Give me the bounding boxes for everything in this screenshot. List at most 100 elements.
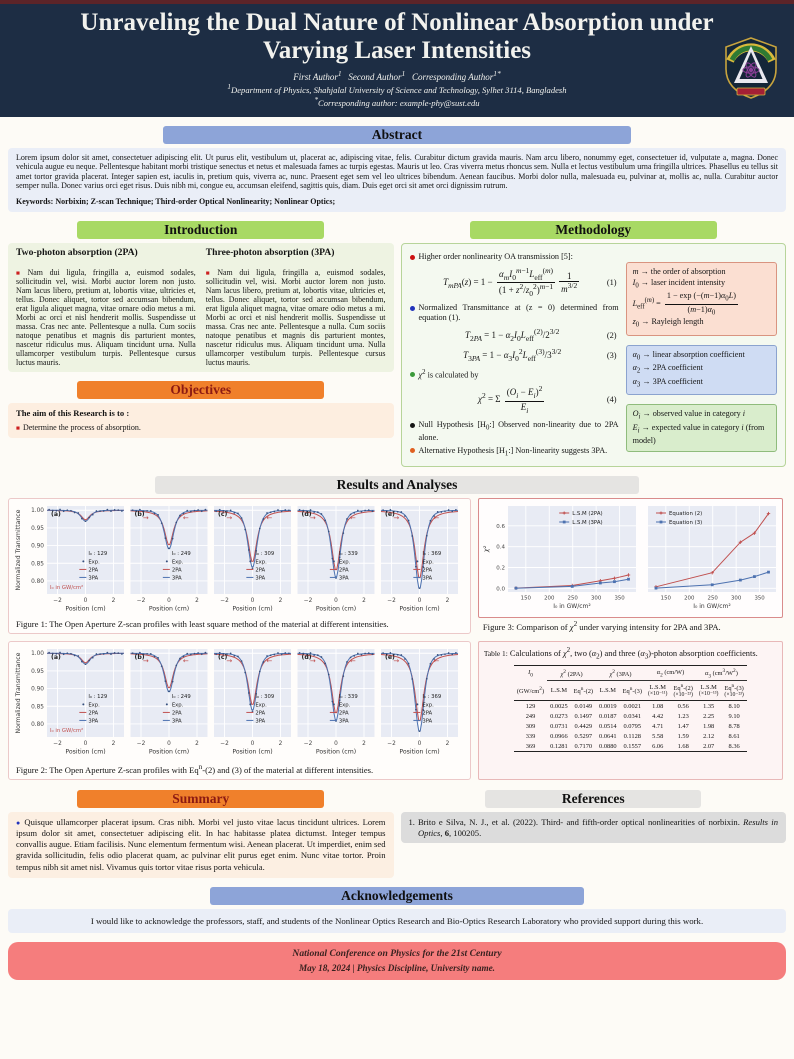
svg-text:L.S.M (2PA): L.S.M (2PA) xyxy=(573,511,603,517)
summary-text: Quisque ullamcorper placerat ipsum. Cras… xyxy=(16,817,386,873)
alternative-hypothesis-bullet: Alternative Hypothesis [H1:] Non-lineari… xyxy=(409,446,619,459)
svg-text:300: 300 xyxy=(591,596,602,602)
objectives-panel: The aim of this Research is to : Determi… xyxy=(8,403,394,439)
svg-text:I₀ : 129: I₀ : 129 xyxy=(89,694,108,700)
svg-text:0.6: 0.6 xyxy=(497,524,506,530)
svg-text:2: 2 xyxy=(196,598,200,604)
objectives-section-header: Objectives xyxy=(77,381,325,400)
definition-line: α2 → 2PA coefficient xyxy=(632,363,703,375)
objectives-heading: The aim of this Research is to : xyxy=(16,408,130,419)
svg-text:Exp.: Exp. xyxy=(339,703,351,709)
svg-text:I₀ : 249: I₀ : 249 xyxy=(172,694,191,700)
svg-text:(c): (c) xyxy=(218,511,227,518)
two-photon-column: Two-photon absorption (2PA) Nam dui ligu… xyxy=(16,247,196,367)
authors-line: First Author1 Second Author1 Correspondi… xyxy=(293,69,501,82)
svg-text:0.95: 0.95 xyxy=(32,669,45,675)
svg-text:←: ← xyxy=(434,657,440,665)
svg-text:0.80: 0.80 xyxy=(32,722,45,728)
results-grid: Normalized Transmittance 1.00 0.95 0.90 0.85… xyxy=(8,498,786,780)
svg-text:−2: −2 xyxy=(54,598,63,604)
svg-text:3PA: 3PA xyxy=(172,719,182,725)
svg-text:Exp.: Exp. xyxy=(172,703,184,709)
results-section-header: Results and Analyses xyxy=(154,476,640,495)
svg-text:Position (cm): Position (cm) xyxy=(316,749,356,756)
svg-text:3PA: 3PA xyxy=(423,719,433,725)
table1-caption-label: Table 1: xyxy=(483,649,508,659)
svg-text:3PA: 3PA xyxy=(172,576,182,582)
svg-text:2PA: 2PA xyxy=(172,568,182,574)
figure3-caption: Figure 3: Comparison of χ2 under varying… xyxy=(482,620,721,633)
svg-text:0.85: 0.85 xyxy=(32,562,45,568)
footer-date-line: May 18, 2024 | Physics Discipline, Unive… xyxy=(299,963,495,974)
svg-text:0: 0 xyxy=(251,741,255,747)
svg-text:Position (cm): Position (cm) xyxy=(66,749,106,756)
university-logo-icon xyxy=(720,36,782,105)
reference-item: 1. Brito e Silva, N. J., et al. (2022). … xyxy=(409,817,779,838)
methodology-bullet-3: χ2 is calculated by xyxy=(409,369,619,380)
abstract-section-header: Abstract xyxy=(162,125,632,144)
definition-line: Leff(m) = 1 − exp (−(m−1)α0L) (m−1)α0 xyxy=(632,291,738,317)
svg-text:I₀ : 369: I₀ : 369 xyxy=(423,551,442,557)
keywords-line: Keywords: Norbixin; Z-scan Technique; Th… xyxy=(16,197,336,207)
equation-4: χ2 = Σ (Oi − Ei)2 Ei xyxy=(478,384,545,415)
svg-text:350: 350 xyxy=(755,596,766,602)
definition-line: z0 → Rayleigh length xyxy=(632,317,704,329)
null-hypothesis-bullet: Null Hypothesis [H0:] Observed non-linea… xyxy=(409,420,619,442)
definitions-box-coefficients: α0 → linear absorption coefficient α2 → … xyxy=(625,344,777,396)
summary-column: Summary Quisque ullamcorper placerat ips… xyxy=(8,786,394,878)
svg-text:Position (cm): Position (cm) xyxy=(316,606,356,613)
svg-text:←: ← xyxy=(267,514,273,522)
svg-text:−2: −2 xyxy=(137,598,146,604)
equation-1-row: TmPA(z) = 1 − αmI0m−1Leff(m) (1 + z2/z02)… xyxy=(418,265,619,299)
objectives-bullet: Determine the process of absorption. xyxy=(16,423,386,433)
svg-text:300: 300 xyxy=(731,596,742,602)
three-photon-heading: Three-photon absorption (3PA) xyxy=(205,246,335,258)
svg-text:2: 2 xyxy=(112,741,116,747)
svg-text:2: 2 xyxy=(279,598,283,604)
references-section-header: References xyxy=(485,789,702,808)
svg-text:I₀ : 309: I₀ : 309 xyxy=(256,694,275,700)
svg-text:→: → xyxy=(394,657,400,665)
svg-text:I₀ : 249: I₀ : 249 xyxy=(172,551,191,557)
figure3-box: χ² 0.0 0.2 0.4 0.6 L.S.M (2PA) L.S.M (3PA) 150 2… xyxy=(477,498,783,619)
equation-3-row: T3PA = 1 − α3I02Leff(3)/33/2 (3) xyxy=(418,347,619,364)
figure1-caption: Figure 1: The Open Aperture Z-scan profi… xyxy=(16,619,389,630)
abstract-body-panel: Lorem ipsum dolor sit amet, consectetuer… xyxy=(8,147,786,212)
svg-text:→: → xyxy=(227,657,233,665)
svg-text:2PA: 2PA xyxy=(339,568,349,574)
svg-text:Equation (3): Equation (3) xyxy=(669,520,702,526)
svg-text:250: 250 xyxy=(568,596,579,602)
svg-text:2: 2 xyxy=(446,598,450,604)
svg-text:Normalized Transmittance: Normalized Transmittance xyxy=(15,510,22,591)
top-accent-strip xyxy=(0,0,794,4)
footer-conference-line: National Conference on Physics for the 2… xyxy=(292,948,502,960)
svg-text:2: 2 xyxy=(363,598,367,604)
table-row: 249 0.0273 0.1497 0.0187 0.0341 4.42 1.23 2.25 9… xyxy=(525,712,740,720)
acknowledgements-panel: I would like to acknowledge the professo… xyxy=(8,908,786,934)
table1: I0 χ2 (2PA) χ2 (3PA) α2 (cm/W) α3 (cm3/W2) (G… xyxy=(513,665,747,753)
svg-text:0.85: 0.85 xyxy=(32,704,45,710)
svg-text:0.90: 0.90 xyxy=(32,544,45,550)
definition-line: I0 → laser incident intensity xyxy=(632,277,726,290)
svg-text:Position (cm): Position (cm) xyxy=(233,749,273,756)
svg-text:2: 2 xyxy=(196,741,200,747)
summary-references-row: Summary Quisque ullamcorper placerat ips… xyxy=(8,786,786,878)
svg-text:2: 2 xyxy=(112,598,116,604)
svg-text:0: 0 xyxy=(418,598,422,604)
svg-text:I₀ in GW/cm²: I₀ in GW/cm² xyxy=(694,603,732,610)
svg-text:Position (cm): Position (cm) xyxy=(233,606,273,613)
svg-text:Exp.: Exp. xyxy=(256,560,268,566)
table-row: 369 0.1281 0.7170 0.0880 0.1557 6.06 1.68 2.07 8… xyxy=(525,742,740,750)
svg-text:−2: −2 xyxy=(304,598,313,604)
definitions-box-order: m → the order of absorption I0 → laser i… xyxy=(625,261,777,336)
svg-text:χ²: χ² xyxy=(482,546,490,554)
equation-3: T3PA = 1 − α3I02Leff(3)/33/2 xyxy=(463,347,562,364)
svg-text:→: → xyxy=(143,657,149,665)
poster-root: Unraveling the Dual Nature of Nonlinear … xyxy=(0,0,794,980)
equation-1: TmPA(z) = 1 − αmI0m−1Leff(m) (1 + z2/z02)… xyxy=(443,265,580,298)
svg-text:150: 150 xyxy=(521,596,532,602)
svg-text:(b): (b) xyxy=(135,511,145,518)
svg-text:1.00: 1.00 xyxy=(32,509,45,515)
svg-text:Equation (2): Equation (2) xyxy=(669,511,702,517)
svg-text:Position (cm): Position (cm) xyxy=(149,749,189,756)
